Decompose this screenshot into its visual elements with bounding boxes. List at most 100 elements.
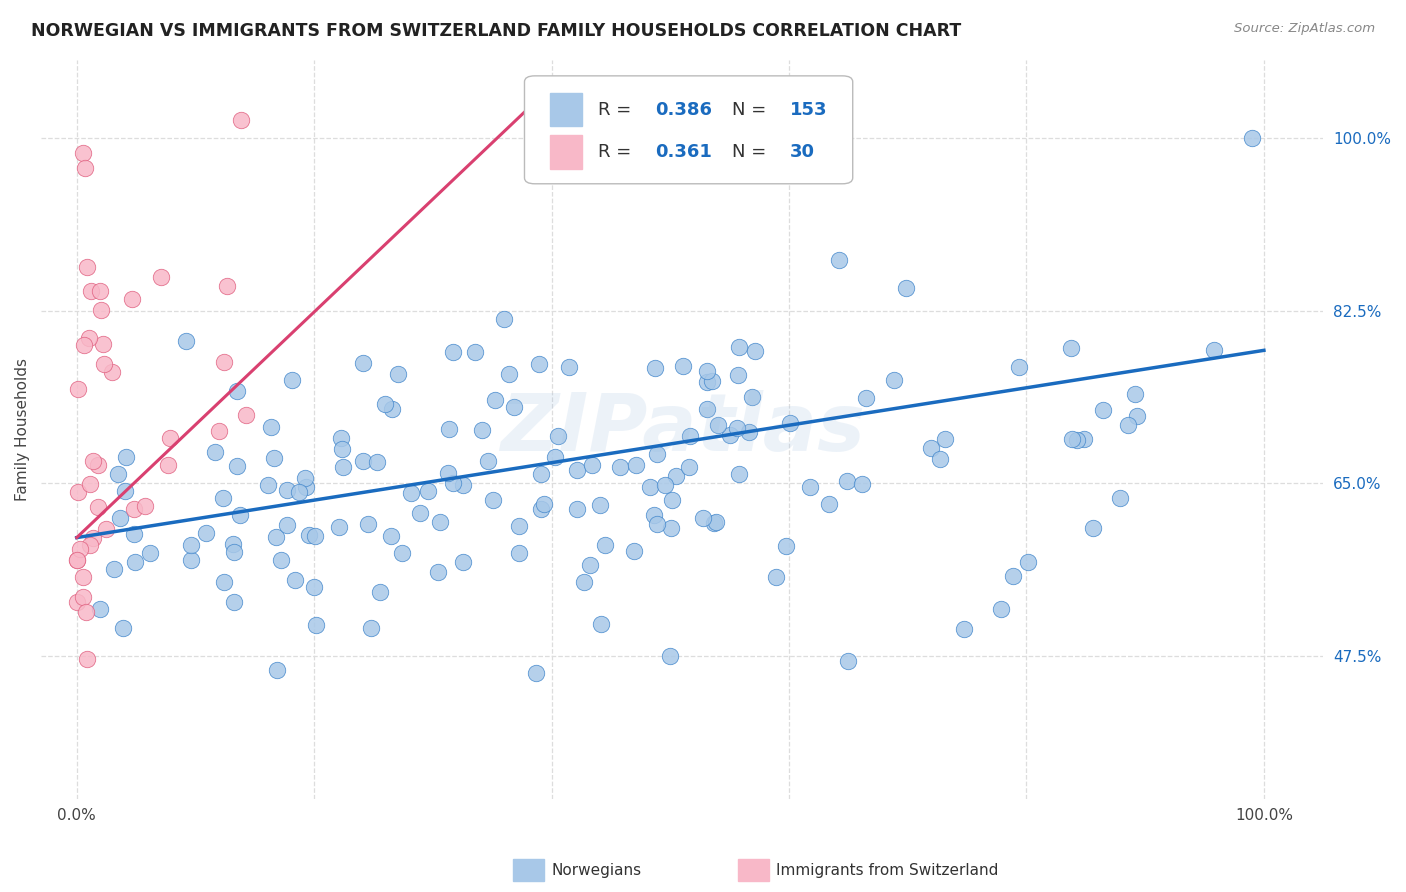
- Point: [477, 454, 499, 468]
- Point: [494, 311, 516, 326]
- Point: [368, 584, 391, 599]
- Point: [644, 361, 666, 376]
- Point: [703, 516, 725, 530]
- Point: [207, 424, 229, 438]
- Point: [89, 601, 111, 615]
- Text: 0.361: 0.361: [655, 143, 713, 161]
- Point: [638, 480, 661, 494]
- Text: NORWEGIAN VS IMMIGRANTS FROM SWITZERLAND FAMILY HOUSEHOLDS CORRELATION CHART: NORWEGIAN VS IMMIGRANTS FROM SWITZERLAND…: [31, 22, 962, 40]
- Point: [654, 477, 676, 491]
- Point: [696, 375, 718, 389]
- Point: [547, 429, 569, 443]
- Point: [451, 478, 474, 492]
- Point: [217, 278, 239, 293]
- Point: [263, 451, 285, 466]
- Point: [73, 338, 96, 352]
- Point: [436, 466, 458, 480]
- Point: [544, 450, 567, 464]
- Point: [725, 421, 748, 435]
- Point: [851, 476, 873, 491]
- Point: [229, 508, 252, 523]
- Point: [679, 429, 702, 443]
- Point: [180, 538, 202, 552]
- Point: [72, 146, 94, 161]
- Point: [352, 454, 374, 468]
- Point: [66, 595, 89, 609]
- Point: [139, 546, 162, 560]
- Point: [72, 590, 94, 604]
- Point: [429, 515, 451, 529]
- Point: [90, 302, 112, 317]
- Point: [66, 552, 89, 566]
- Text: R =: R =: [598, 143, 637, 161]
- Point: [503, 400, 526, 414]
- Point: [381, 401, 404, 416]
- Point: [76, 651, 98, 665]
- Point: [352, 356, 374, 370]
- Bar: [550, 94, 582, 127]
- Point: [529, 357, 551, 371]
- Point: [484, 392, 506, 407]
- Point: [79, 476, 101, 491]
- Point: [357, 517, 380, 532]
- Point: [266, 663, 288, 677]
- Bar: [550, 136, 582, 169]
- Point: [222, 595, 245, 609]
- Point: [645, 446, 668, 460]
- Point: [565, 463, 588, 477]
- Point: [799, 480, 821, 494]
- Point: [66, 484, 89, 499]
- Point: [122, 501, 145, 516]
- Text: 153: 153: [790, 101, 827, 119]
- Point: [855, 391, 877, 405]
- Point: [441, 476, 464, 491]
- Point: [696, 364, 718, 378]
- Point: [212, 355, 235, 369]
- Point: [204, 445, 226, 459]
- Point: [222, 537, 245, 551]
- Point: [111, 621, 134, 635]
- Point: [530, 502, 553, 516]
- Point: [79, 538, 101, 552]
- Point: [818, 497, 841, 511]
- Text: Norwegians: Norwegians: [551, 863, 641, 878]
- Point: [276, 483, 298, 497]
- Point: [1073, 432, 1095, 446]
- Point: [835, 475, 858, 489]
- Point: [1017, 555, 1039, 569]
- Point: [437, 422, 460, 436]
- Point: [1125, 386, 1147, 401]
- Point: [380, 529, 402, 543]
- Point: [298, 528, 321, 542]
- Point: [288, 484, 311, 499]
- Point: [360, 621, 382, 635]
- Point: [1091, 402, 1114, 417]
- Point: [508, 546, 530, 560]
- Point: [82, 531, 104, 545]
- Point: [775, 540, 797, 554]
- Point: [235, 408, 257, 422]
- Point: [108, 511, 131, 525]
- Point: [302, 580, 325, 594]
- Point: [692, 511, 714, 525]
- Point: [391, 546, 413, 560]
- Point: [229, 112, 252, 127]
- Point: [212, 491, 235, 506]
- Point: [827, 252, 849, 267]
- Point: [225, 384, 247, 399]
- Point: [704, 515, 727, 529]
- Text: Source: ZipAtlas.com: Source: ZipAtlas.com: [1234, 22, 1375, 36]
- Point: [451, 555, 474, 569]
- Text: R =: R =: [598, 101, 637, 119]
- Point: [276, 518, 298, 533]
- Point: [103, 561, 125, 575]
- Point: [727, 340, 749, 354]
- Point: [765, 570, 787, 584]
- Point: [91, 337, 114, 351]
- Text: N =: N =: [733, 101, 772, 119]
- Point: [96, 522, 118, 536]
- Point: [589, 616, 612, 631]
- Text: N =: N =: [733, 143, 772, 161]
- Point: [894, 281, 917, 295]
- Point: [589, 499, 612, 513]
